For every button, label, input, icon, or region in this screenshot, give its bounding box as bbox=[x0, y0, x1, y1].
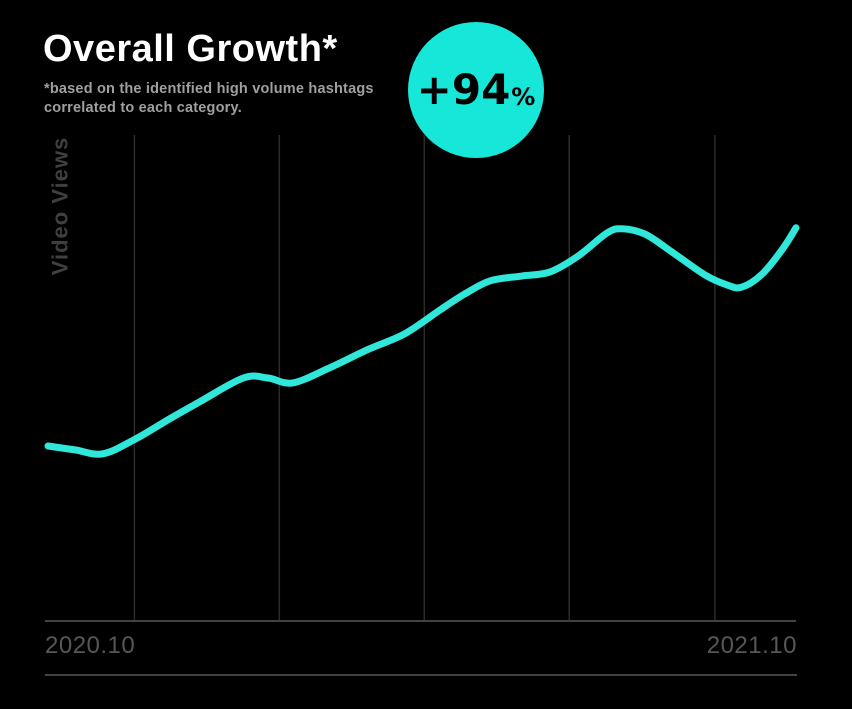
y-axis-label: Video Views bbox=[47, 136, 72, 276]
page-subtitle-line-1: *based on the identified high volume has… bbox=[44, 81, 374, 97]
x-axis-labels: 2020.10 2021.10 bbox=[45, 632, 797, 660]
page-title: Overall Growth* bbox=[43, 28, 338, 70]
page-subtitle: *based on the identified high volume has… bbox=[44, 80, 374, 118]
growth-badge: +94 % bbox=[408, 22, 544, 158]
growth-line bbox=[44, 224, 800, 458]
y-axis-label-wrap: Video Views bbox=[36, 133, 84, 279]
x-axis-label-start: 2020.10 bbox=[45, 632, 136, 659]
growth-badge-percent-sign: % bbox=[511, 83, 536, 111]
footer-divider bbox=[45, 674, 797, 676]
page-subtitle-line-2: correlated to each category. bbox=[44, 100, 242, 116]
x-axis-label-end: 2021.10 bbox=[706, 632, 797, 659]
growth-badge-value: +94 bbox=[416, 65, 511, 114]
